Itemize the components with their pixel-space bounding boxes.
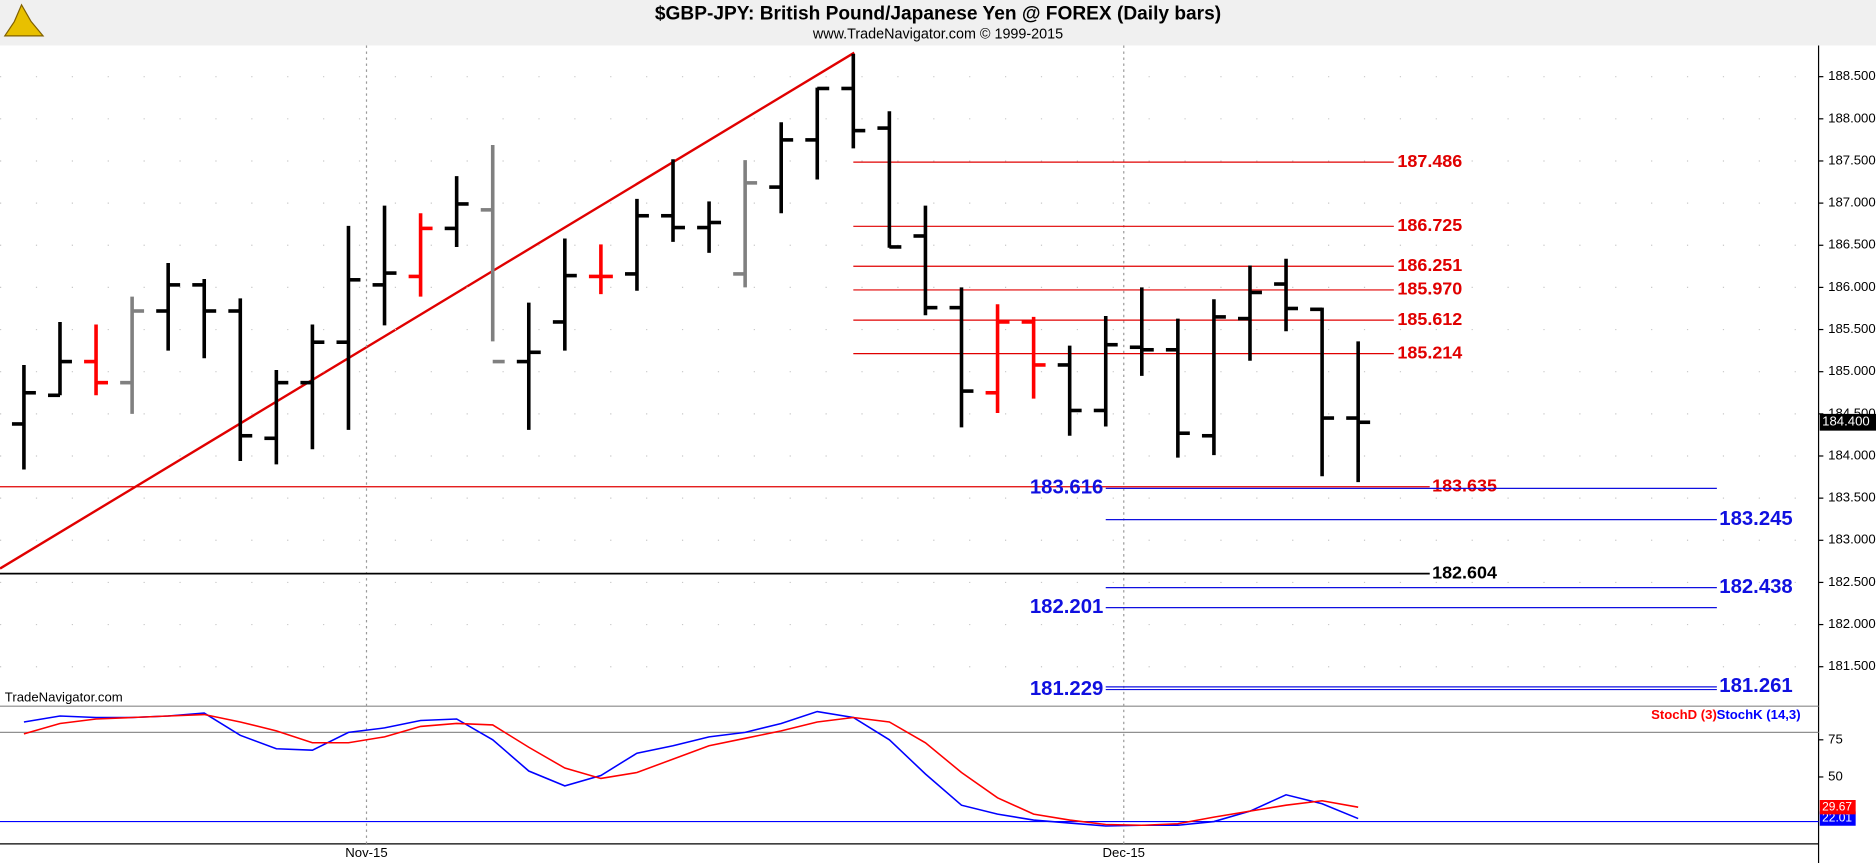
header [0, 0, 1876, 46]
y-tick-label: 182.500 [1828, 574, 1876, 589]
level-label: 187.486 [1397, 151, 1462, 171]
level-label: 183.245 [1719, 508, 1792, 530]
level-label: 185.214 [1397, 342, 1462, 362]
level-label: 185.970 [1397, 279, 1462, 299]
y-tick-label: 188.500 [1828, 68, 1876, 83]
level-label: 185.612 [1397, 309, 1462, 329]
y-tick-label: 183.000 [1828, 532, 1876, 547]
level-label: 186.725 [1397, 215, 1462, 235]
y-tick-label: 185.000 [1828, 363, 1876, 378]
y-tick-label: 186.500 [1828, 237, 1876, 252]
chart-subtitle: www.TradeNavigator.com © 1999-2015 [812, 27, 1063, 43]
level-label: 182.438 [1719, 576, 1792, 598]
level-label: 182.604 [1432, 562, 1497, 582]
y-tick-label: 182.000 [1828, 616, 1876, 631]
last-price-label: 184.400 [1822, 414, 1870, 429]
y-tick-label: 187.000 [1828, 195, 1876, 210]
logo [3, 3, 45, 37]
y-tick-label: 183.500 [1828, 490, 1876, 505]
level-label: 181.229 [1030, 678, 1103, 700]
last-value-box [1819, 811, 1856, 826]
level-label: 182.201 [1030, 596, 1103, 618]
last-value-box [1819, 799, 1856, 815]
x-tick-label: Dec-15 [1103, 845, 1145, 860]
chart-title: $GBP-JPY: British Pound/Japanese Yen @ F… [655, 3, 1221, 24]
y-tick-label: 181.500 [1828, 658, 1876, 673]
y-tick-label: 187.500 [1828, 152, 1876, 167]
y-tick-label: 184.000 [1828, 447, 1876, 462]
legend-entry: StochK (14,3) [1717, 707, 1801, 722]
watermark: TradeNavigator.com [5, 689, 123, 704]
y-tick-label: 50 [1828, 768, 1843, 783]
last-value-label: 29.67 [1822, 799, 1852, 813]
legend-entry: StochD (3) [1651, 707, 1717, 722]
y-tick-label: 188.000 [1828, 110, 1876, 125]
level-label: 186.251 [1397, 255, 1462, 275]
y-tick-label: 186.000 [1828, 279, 1876, 294]
trend-line [0, 51, 855, 570]
y-tick-label: 185.500 [1828, 321, 1876, 336]
y-tick-label: 75 [1828, 731, 1843, 746]
stoch-line [23, 713, 1359, 827]
level-label: 181.261 [1719, 675, 1792, 697]
level-label: 183.616 [1030, 477, 1103, 499]
level-label: 183.635 [1432, 475, 1497, 495]
x-tick-label: Nov-15 [345, 845, 387, 860]
last-price-box [1819, 413, 1876, 431]
